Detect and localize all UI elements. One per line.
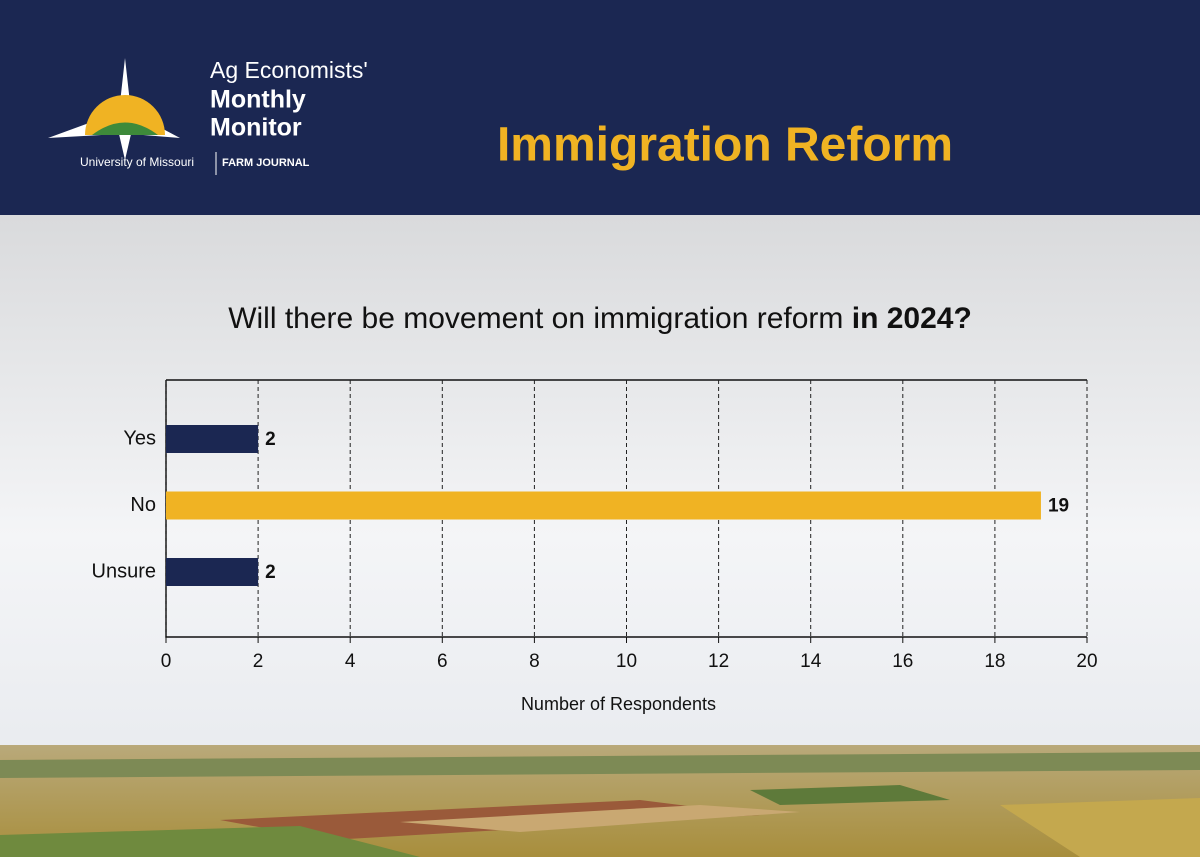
x-tick-label: 0 (161, 651, 172, 672)
logo-partner: FARM JOURNAL (222, 157, 310, 169)
plot: 0 2 4 6 8 10 12 14 16 18 20 Number of Respondents Ye… (92, 380, 1098, 714)
chart-title-main: Will there be movement on immigration re… (228, 302, 843, 335)
data-label: 2 (265, 429, 276, 450)
bar (166, 425, 259, 453)
x-tick-label: 8 (529, 651, 540, 672)
y-tick-label: No (130, 494, 156, 516)
x-tick-label: 16 (892, 651, 913, 672)
x-axis-label: Number of Respondents (521, 694, 716, 714)
farmland (0, 745, 1200, 857)
x-tick-label: 18 (984, 651, 1005, 672)
chart-title-emphasis: in 2024? (852, 302, 972, 335)
x-tick-label: 2 (253, 651, 264, 672)
x-tick-label: 10 (616, 651, 637, 672)
bar (166, 558, 259, 586)
logo-text: Ag Economists' (210, 57, 368, 83)
chart-title: Will there be movement on immigration re… (228, 302, 972, 335)
logo-text: Monthly (210, 86, 306, 114)
x-tick-label: 4 (345, 651, 356, 672)
y-tick-label: Unsure (92, 560, 156, 582)
x-tick-label: 6 (437, 651, 448, 672)
bar (166, 491, 1041, 520)
x-tick-label: 14 (800, 651, 822, 672)
x-tick-label: 12 (708, 651, 729, 672)
data-label: 19 (1048, 496, 1069, 517)
logo-university: University of Missouri (80, 155, 194, 169)
logo-text: Monitor (210, 114, 302, 142)
data-label: 2 (265, 562, 276, 583)
page-title: Immigration Reform (497, 119, 953, 172)
header-bar (0, 0, 1200, 215)
y-tick-label: Yes (123, 427, 156, 449)
x-tick-label: 20 (1076, 651, 1097, 672)
logo: Ag Economists' Monthly Monitor Universit… (48, 57, 368, 175)
